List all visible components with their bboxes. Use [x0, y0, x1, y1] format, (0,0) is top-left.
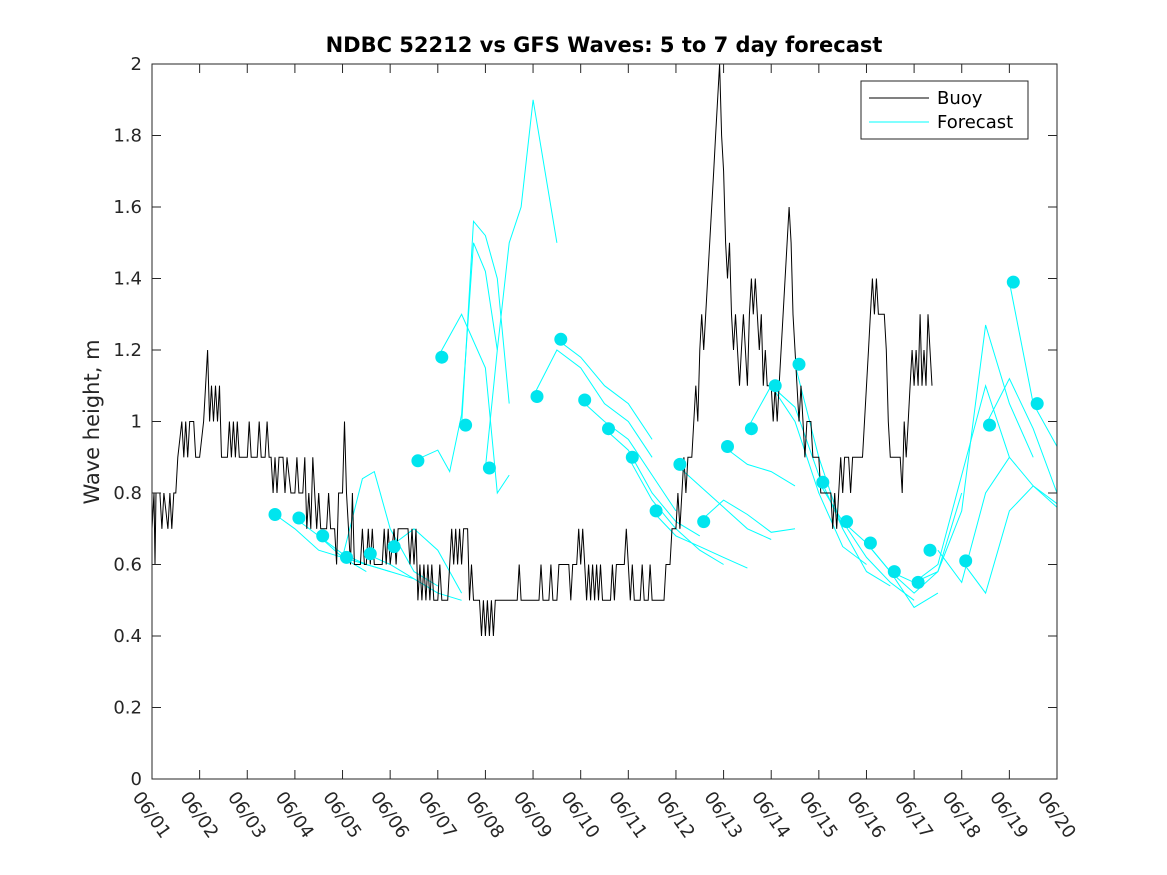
forecast-marker-28 — [959, 554, 973, 568]
forecast-marker-23 — [840, 515, 854, 529]
forecast-marker-30 — [1006, 275, 1020, 289]
y-tick-label: 1.6 — [113, 197, 142, 218]
plot-area — [151, 63, 1058, 637]
forecast-line-15 — [651, 510, 748, 569]
forecast-line-20 — [770, 385, 867, 565]
forecast-line-16 — [675, 464, 772, 540]
forecast-marker-19 — [744, 422, 758, 436]
forecast-line-17 — [699, 499, 796, 533]
legend-forecast-label: Forecast — [937, 112, 1013, 133]
forecast-marker-25 — [887, 565, 901, 579]
forecast-line-10 — [532, 349, 653, 458]
forecast-line-18 — [723, 446, 796, 487]
forecast-marker-7 — [435, 350, 449, 364]
forecast-line-11 — [556, 338, 653, 440]
forecast-marker-1 — [292, 511, 306, 525]
buoy-line — [151, 63, 933, 637]
forecast-marker-3 — [340, 550, 353, 564]
y-tick-label: 1 — [131, 412, 142, 433]
forecast-line-29 — [985, 377, 1058, 494]
forecast-line-5 — [389, 528, 463, 594]
forecast-marker-22 — [816, 475, 830, 489]
y-tick-label: 0.6 — [113, 555, 142, 576]
forecast-marker-16 — [673, 457, 687, 471]
y-tick-label: 1.8 — [113, 126, 142, 147]
forecast-marker-12 — [578, 393, 592, 407]
forecast-marker-29 — [983, 418, 996, 432]
forecast-marker-31 — [1030, 397, 1044, 411]
forecast-line-24 — [866, 492, 963, 594]
legend-buoy-label: Buoy — [937, 88, 983, 109]
forecast-marker-18 — [721, 440, 734, 453]
forecast-line-9 — [484, 99, 558, 469]
forecast-line-3 — [342, 470, 439, 587]
forecast-line-13 — [604, 428, 701, 537]
forecast-marker-26 — [911, 575, 925, 589]
forecast-marker-0 — [268, 508, 282, 521]
legend: Buoy Forecast — [860, 80, 1029, 140]
y-tick-label: 0.2 — [113, 698, 142, 719]
forecast-marker-15 — [649, 504, 663, 518]
forecast-marker-17 — [697, 515, 711, 529]
forecast-marker-2 — [316, 529, 330, 543]
forecast-marker-10 — [530, 390, 544, 403]
y-tick-label: 0.4 — [113, 626, 142, 647]
forecast-marker-20 — [768, 379, 782, 393]
forecast-marker-4 — [363, 547, 377, 561]
y-tick-label: 1.4 — [113, 269, 142, 290]
legend-box — [860, 80, 1029, 140]
y-tick-label: 0 — [131, 769, 142, 790]
y-tick-label: 1.2 — [113, 340, 142, 361]
forecast-marker-27 — [923, 543, 937, 557]
forecast-line-12 — [580, 399, 677, 512]
forecast-line-26 — [913, 324, 1034, 583]
forecast-line-28 — [961, 485, 1058, 595]
y-tick-label: 0.8 — [113, 483, 142, 504]
forecast-marker-14 — [625, 450, 639, 464]
y-tick-label: 2 — [131, 54, 142, 75]
y-axis-label: Wave height, m — [80, 339, 104, 504]
forecast-marker-9 — [482, 461, 496, 475]
forecast-marker-13 — [602, 422, 615, 436]
chart-title: NDBC 52212 vs GFS Waves: 5 to 7 day fore… — [326, 33, 883, 57]
forecast-line-7 — [437, 313, 510, 495]
forecast-line-22 — [818, 482, 915, 601]
forecast-marker-24 — [863, 536, 877, 550]
forecast-marker-11 — [554, 332, 568, 346]
forecast-line-8 — [461, 220, 510, 426]
forecast-marker-21 — [792, 357, 806, 371]
forecast-marker-5 — [387, 540, 401, 554]
forecast-line-25 — [890, 383, 1010, 583]
forecast-marker-6 — [411, 454, 425, 468]
forecast-marker-8 — [459, 418, 473, 432]
forecast-line-6 — [413, 242, 498, 474]
